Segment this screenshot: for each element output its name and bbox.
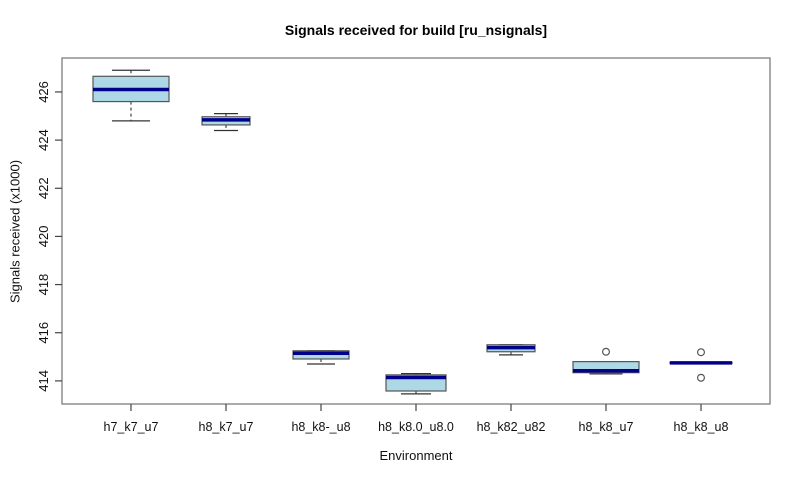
x-tick-label: h8_k8-_u8	[291, 420, 350, 434]
chart-title: Signals received for build [ru_nsignals]	[284, 22, 548, 38]
y-tick-label: 416	[36, 322, 51, 344]
x-tick-label: h8_k8_u8	[674, 420, 729, 434]
y-axis-title: Signals received (x1000)	[7, 159, 23, 304]
y-tick-label: 426	[36, 81, 51, 103]
x-axis-title: Environment	[379, 448, 453, 463]
plot-frame	[61, 57, 771, 405]
outlier-point	[696, 373, 705, 382]
box-6	[572, 361, 640, 374]
x-tick-label: h8_k8.0_u8.0	[378, 420, 454, 434]
x-tick-label: h8_k82_u82	[477, 420, 546, 434]
outlier-point	[696, 348, 705, 357]
x-tick-label: h7_k7_u7	[104, 420, 159, 434]
x-tick-label: h8_k7_u7	[199, 420, 254, 434]
y-tick-label: 424	[36, 129, 51, 151]
outlier-point	[601, 347, 610, 356]
x-tick-label: h8_k8_u7	[579, 420, 634, 434]
y-tick-label: 420	[36, 226, 51, 248]
y-tick-label: 414	[36, 370, 51, 392]
y-tick-label: 422	[36, 177, 51, 199]
y-tick-label: 418	[36, 274, 51, 296]
